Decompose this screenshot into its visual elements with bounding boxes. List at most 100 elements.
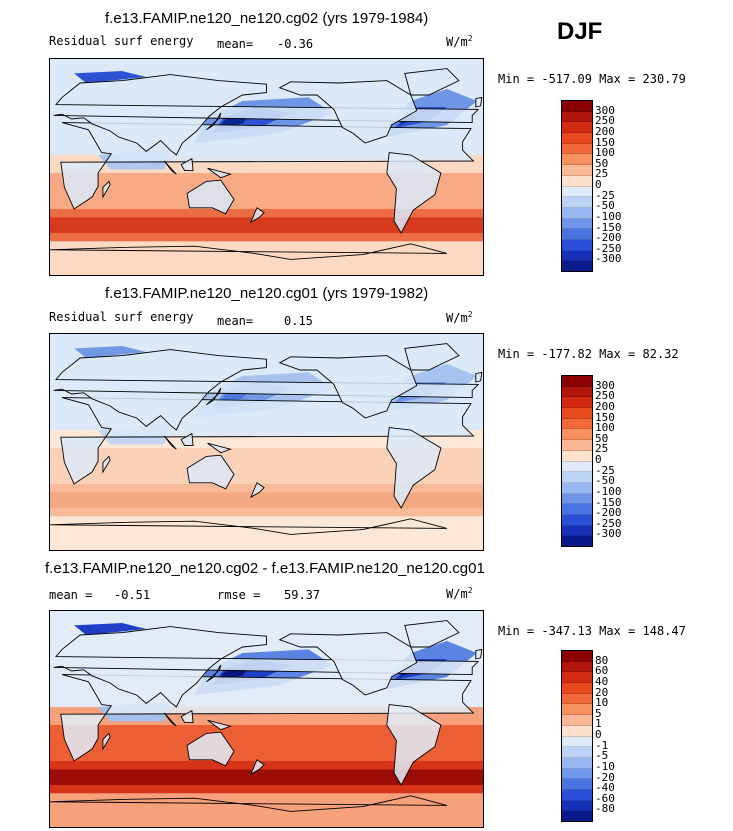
coastline [404,620,460,648]
colorbar-tick-label: -20 [595,770,615,784]
colorbar-tick-label: -60 [595,791,615,805]
colorbar-swatch [562,789,592,801]
panel-1-title: f.e13.FAMIP.ne120_ne120.cg02 (yrs 1979-1… [105,10,429,27]
coastline [50,795,448,812]
colorbar-tick-label: 250 [595,114,615,128]
colorbar-tick-label: 200 [595,124,615,138]
colorbar-swatch [562,101,592,112]
colorbar-tick-label: 25 [595,442,609,456]
colorbar-swatch [562,197,592,208]
colorbar-swatch [562,450,592,462]
coastline [163,712,177,727]
colorbar-tick-label: -5 [595,749,609,763]
band-southern-max [50,769,483,785]
coastline [386,152,442,234]
coastline [404,68,460,96]
map-field [50,334,483,550]
panel-3-colorbar [561,650,593,822]
colorbar-tick-label: 300 [595,103,615,117]
colorbar-swatch [562,482,592,494]
panel-3-units: W/m2 [446,586,473,601]
coastline [206,664,222,683]
colorbar-tick-label: 150 [595,135,615,149]
colorbar-tick-label: -250 [595,241,622,255]
colorbar-swatch [562,408,592,419]
colorbar-tick-label: -100 [595,484,622,498]
colorbar-swatch [562,175,592,187]
colorbar-tick-label: -250 [595,516,622,530]
band-southern-max [50,492,483,508]
colorbar-tick-label: -1 [595,738,609,752]
colorbar-swatch [562,736,592,748]
colorbar-swatch [562,218,592,230]
colorbar-tick-label: 50 [595,156,609,170]
coastline [249,482,265,499]
colorbar-swatch [562,429,592,441]
colorbar-tick-label: 100 [595,146,615,160]
colorbar-swatch [562,661,592,673]
colorbar-tick-label: -300 [595,252,622,266]
colorbar-swatch [562,779,592,790]
barents-cold [74,346,147,358]
colorbar-tick-label: 150 [595,410,615,424]
colorbar-swatch [562,757,592,769]
barents-cold [74,71,147,83]
colorbar-swatch [562,683,592,694]
colorbar-swatch [562,186,592,198]
map-field [50,59,483,275]
coastline [386,427,442,509]
colorbar-tick-label: -25 [595,188,615,202]
panel-1-colorbar [561,100,593,272]
panel-1-variable: Residual surf energy [49,34,194,48]
colorbar-tick-label: -200 [595,506,622,520]
coastline [207,442,232,454]
coastline [475,96,483,108]
colorbar-swatch [562,536,592,546]
coastline [475,371,483,383]
panel-2-mean-label: mean= [217,314,254,328]
colorbar-tick-label: -50 [595,474,615,488]
colorbar-tick-label: -80 [595,802,615,816]
band-antarctic [50,241,483,275]
coastline [50,243,448,260]
panel-3-mean-label: mean = [49,588,93,602]
panel-1-map [49,58,484,276]
coastline [180,432,194,447]
coastline [386,704,442,786]
colorbar-swatch [562,154,592,166]
colorbar-tick-label: -150 [595,495,622,509]
coastline [186,454,235,490]
colorbar-tick-label: 200 [595,399,615,413]
colorbar-tick-label: -150 [595,220,622,234]
map-field [50,611,483,827]
band-southern-max [50,217,483,233]
panel-2-colorbar [561,375,593,547]
colorbar-tick-label: 20 [595,685,609,699]
panel-1-mean-label: mean= [217,37,254,51]
colorbar-tick-label: 1 [595,717,602,731]
colorbar-swatch [562,811,592,821]
colorbar-swatch [562,715,592,726]
panel-3-title: f.e13.FAMIP.ne120_ne120.cg02 - f.e13.FAM… [45,560,485,577]
colorbar-swatch [562,133,592,144]
colorbar-swatch [562,800,592,812]
colorbar-tick-label: -25 [595,463,615,477]
panel-1-minmax: Min = -517.09 Max = 230.79 [498,72,686,86]
colorbar-swatch [562,122,592,134]
colorbar-swatch [562,768,592,780]
colorbar-tick-label: 0 [595,178,602,191]
band-antarctic [50,516,483,550]
coastline [186,179,235,215]
colorbar-tick-label: -10 [595,759,615,773]
coastline [180,709,194,724]
coastline [163,435,177,450]
colorbar-tick-label: 250 [595,389,615,403]
colorbar-swatch [562,725,592,737]
coastline [206,112,222,131]
colorbar-swatch [562,386,592,398]
colorbar-swatch [562,693,592,705]
colorbar-swatch [562,651,592,662]
season-label: DJF [557,18,603,45]
panel-3-minmax: Min = -347.13 Max = 148.47 [498,624,686,638]
panel-2-variable: Residual surf energy [49,310,194,324]
